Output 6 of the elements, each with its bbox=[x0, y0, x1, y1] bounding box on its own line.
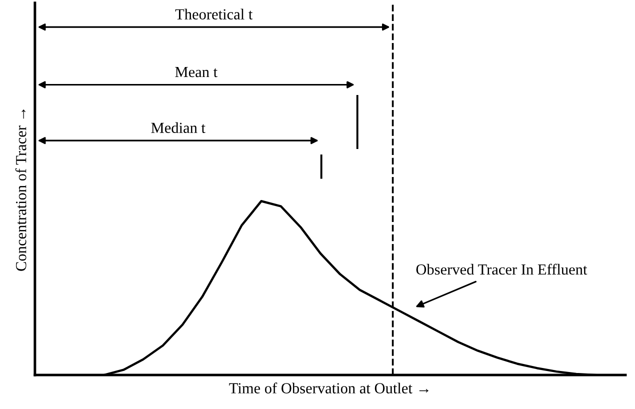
annotation: Observed Tracer In Effluent bbox=[416, 264, 588, 275]
x-axis-title: Time of Observation at Outlet → bbox=[229, 382, 428, 394]
text: Median t bbox=[151, 122, 206, 134]
y-axis-title: Concentration of Tracer → bbox=[15, 110, 26, 271]
text: Theoretical t bbox=[175, 8, 253, 20]
text: Mean t bbox=[175, 67, 218, 78]
